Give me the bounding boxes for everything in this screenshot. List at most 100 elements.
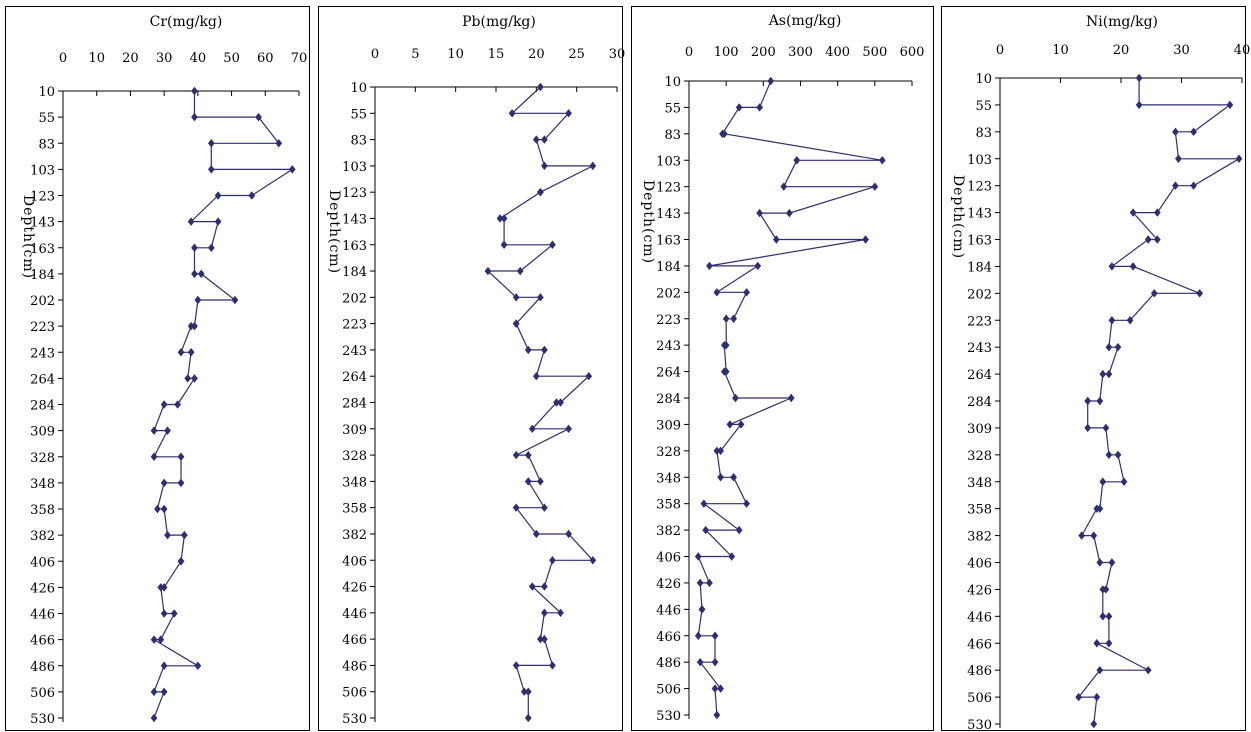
y-tick-label: 202 — [30, 294, 55, 309]
data-point-marker — [1126, 316, 1134, 325]
y-tick-label: 426 — [656, 577, 681, 592]
data-point-marker — [694, 631, 702, 640]
data-point-marker — [512, 450, 520, 460]
y-tick-label: 506 — [656, 683, 681, 698]
data-point-marker — [184, 374, 192, 383]
data-point-marker — [1153, 235, 1161, 244]
y-tick-label: 328 — [342, 449, 367, 464]
data-point-marker — [541, 345, 548, 355]
y-tick-label: 446 — [30, 608, 55, 623]
data-point-marker — [706, 578, 713, 588]
y-tick-label: 103 — [967, 153, 992, 168]
x-tick-label: 20 — [528, 47, 545, 62]
y-tick-label: 358 — [30, 503, 55, 518]
y-tick-label: 264 — [30, 372, 55, 387]
data-point-marker — [549, 556, 556, 565]
y-tick-label: 466 — [30, 634, 55, 649]
y-tick-label: 328 — [656, 445, 681, 460]
as-y-axis-label: Depth(cm) — [640, 180, 656, 264]
y-tick-label: 223 — [967, 314, 992, 329]
data-point-marker — [275, 139, 283, 148]
y-tick-label: 163 — [656, 234, 681, 249]
data-point-marker — [732, 393, 739, 403]
y-tick-label: 184 — [342, 265, 367, 280]
y-tick-label: 466 — [342, 633, 367, 648]
y-tick-label: 446 — [342, 607, 367, 622]
y-tick-label: 83 — [975, 126, 992, 141]
x-tick-label: 0 — [996, 43, 1004, 58]
y-tick-label: 466 — [656, 630, 681, 645]
data-point-marker — [160, 583, 168, 592]
data-point-marker — [541, 582, 548, 591]
data-point-marker — [177, 557, 185, 566]
data-point-marker — [207, 165, 215, 174]
data-point-marker — [1096, 665, 1104, 675]
data-point-marker — [1099, 477, 1107, 486]
data-point-marker — [1105, 612, 1113, 621]
data-point-marker — [150, 426, 158, 435]
y-tick-label: 284 — [656, 392, 681, 407]
data-point-marker — [565, 424, 572, 433]
data-point-marker — [565, 529, 572, 539]
data-point-marker — [207, 139, 215, 148]
y-tick-label: 530 — [30, 712, 55, 727]
data-point-marker — [735, 525, 743, 535]
data-point-marker — [1226, 100, 1234, 110]
y-tick-label: 348 — [30, 477, 55, 492]
data-point-marker — [181, 530, 188, 540]
data-point-marker — [157, 635, 165, 644]
x-tick-label: 30 — [156, 51, 173, 66]
data-point-marker — [1129, 262, 1137, 271]
y-tick-label: 309 — [30, 425, 55, 440]
data-point-marker — [713, 446, 721, 456]
data-point-marker — [177, 348, 185, 357]
x-tick-label: 300 — [788, 45, 813, 60]
data-point-marker — [1090, 531, 1098, 540]
data-point-marker — [532, 135, 540, 144]
data-point-marker — [1078, 531, 1086, 540]
y-tick-label: 506 — [967, 691, 992, 706]
data-point-marker — [1090, 719, 1098, 729]
y-tick-label: 358 — [656, 498, 681, 513]
x-tick-label: 15 — [488, 47, 505, 62]
data-point-marker — [150, 713, 158, 723]
y-tick-label: 123 — [967, 180, 992, 195]
pb-chart-title: Pb(mg/kg) — [462, 14, 536, 30]
y-tick-label: 328 — [967, 449, 992, 464]
data-point-marker — [500, 214, 508, 223]
data-point-marker — [197, 269, 205, 279]
data-point-marker — [1175, 154, 1182, 163]
data-point-marker — [754, 261, 762, 271]
y-tick-label: 382 — [342, 528, 367, 543]
y-tick-label: 264 — [342, 370, 367, 385]
y-tick-label: 143 — [967, 207, 992, 222]
cr-y-axis-label: Depth(cm) — [20, 195, 36, 279]
data-point-marker — [767, 76, 775, 86]
data-point-marker — [694, 552, 702, 561]
y-tick-label: 202 — [656, 286, 681, 301]
y-tick-label: 264 — [967, 368, 992, 383]
data-point-marker — [717, 684, 724, 693]
data-point-marker — [537, 477, 544, 486]
data-point-marker — [1172, 127, 1179, 137]
y-tick-label: 328 — [30, 451, 55, 466]
y-tick-label: 486 — [342, 659, 367, 674]
data-point-marker — [1153, 208, 1161, 217]
data-point-marker — [720, 129, 728, 139]
data-point-marker — [1135, 73, 1143, 83]
y-tick-label: 223 — [30, 320, 55, 335]
data-point-marker — [713, 288, 721, 297]
data-point-marker — [1172, 181, 1179, 190]
x-tick-label: 10 — [447, 47, 464, 62]
pb-series-line — [486, 86, 595, 718]
data-point-marker — [160, 504, 168, 514]
data-point-marker — [589, 556, 597, 565]
y-tick-label: 103 — [342, 160, 367, 175]
data-point-marker — [1114, 342, 1122, 352]
y-tick-label: 348 — [342, 475, 367, 490]
data-point-marker — [1093, 639, 1101, 648]
x-tick-label: 50 — [223, 51, 240, 66]
data-point-marker — [191, 86, 198, 96]
data-point-marker — [878, 156, 886, 165]
data-point-marker — [500, 240, 508, 249]
